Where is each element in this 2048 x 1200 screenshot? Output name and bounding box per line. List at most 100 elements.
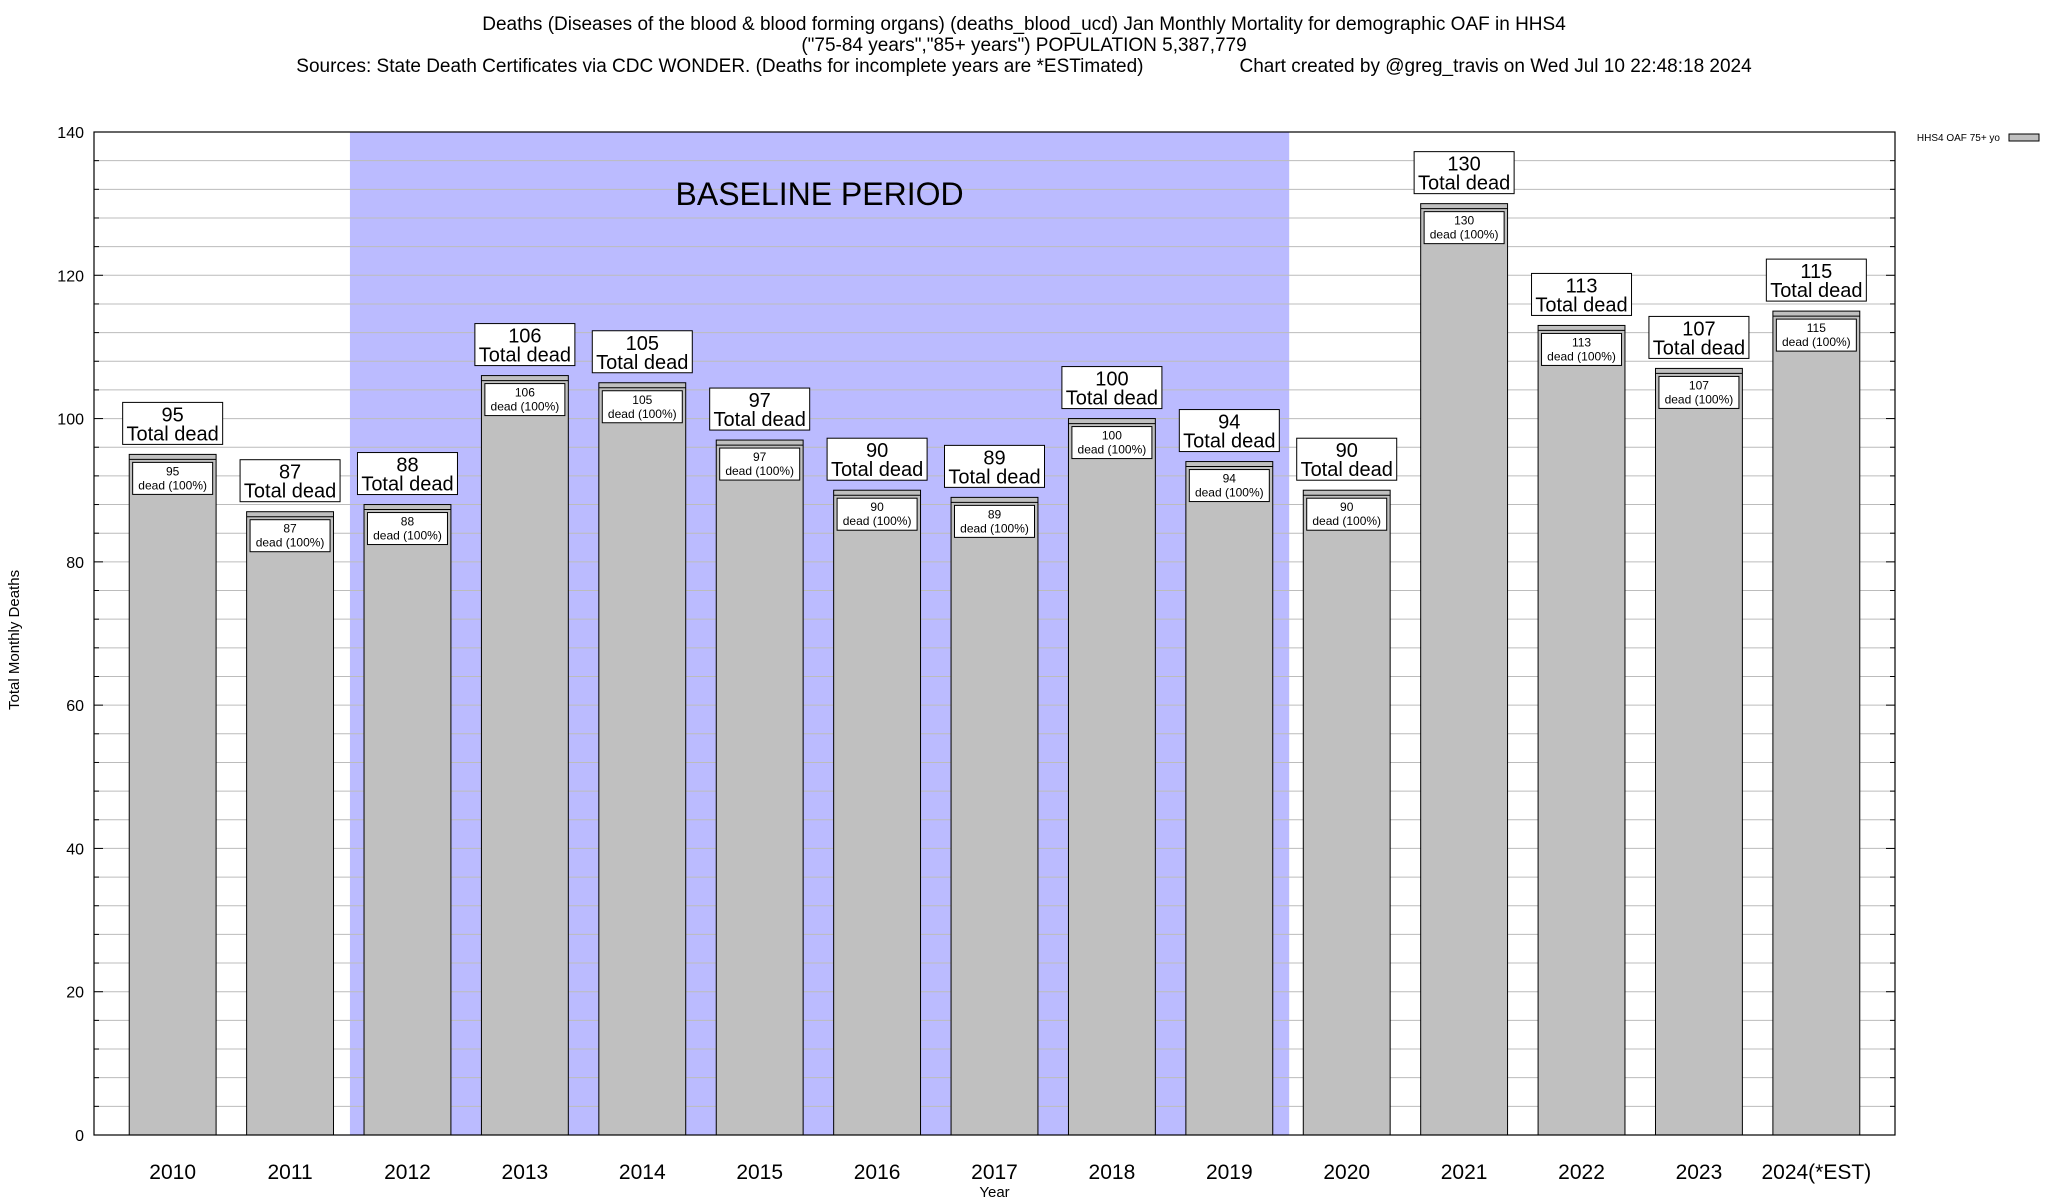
bar-total-value: 100 [1095,369,1128,391]
chart-credit: Chart created by @greg_travis on Wed Jul… [1239,56,1752,77]
bar-inner-pct: dead (100%) [843,514,912,528]
y-tick-label: 0 [75,1128,84,1145]
bar-total-value: 115 [1800,261,1832,283]
bar-total-value: 113 [1566,275,1598,297]
bar-inner-label-box [601,390,683,424]
bar-total-text: Total dead [1066,388,1158,410]
bar-total-value: 94 [1218,412,1240,434]
bar-inner-label-box [1071,426,1153,460]
bar-total-label-box [1765,258,1867,302]
bar-inner-value: 115 [1807,321,1826,335]
axis-layer: 2010 2011 2012 2013 2014 2015 2016 2017 2018 2019… [57,125,1896,1200]
bar [598,382,687,1136]
bar-total-label-box [826,437,928,481]
bar [950,496,1039,1136]
bar [1185,461,1274,1136]
x-tick-label: 2013 [502,1161,549,1184]
bar-total-label-box [1413,151,1515,195]
bar [128,453,217,1136]
bar-total-label-box [239,459,341,503]
bar-total-label-box [1296,437,1398,481]
bar-inner-pct: dead (100%) [1078,443,1147,457]
bar-inner-label-box [1423,211,1505,245]
bar-total-label-box [474,323,576,367]
bar-total-text: Total dead [244,481,336,503]
y-tick-label: 20 [66,985,84,1002]
y-tick-label: 100 [57,412,84,429]
bar-total-value: 106 [508,326,541,348]
x-tick-label: 2017 [971,1161,1018,1184]
bar-inner-value: 90 [1340,500,1354,514]
y-axis-label: Total Monthly Deaths [6,569,23,710]
bar-inner-label-box [719,447,801,481]
bar-total-value: 88 [396,455,418,477]
bar-inner-pct: dead (100%) [1665,392,1734,406]
bar [1772,310,1861,1136]
bar [715,439,804,1136]
bar [246,511,335,1136]
bar-total-text: Total dead [1418,173,1510,195]
bar-inner-label-box [366,512,448,546]
bar-inner-pct: dead (100%) [491,400,560,414]
bar-inner-pct: dead (100%) [1430,228,1499,242]
bar-inner-value: 100 [1102,429,1122,443]
x-tick-label: 2019 [1206,1161,1253,1184]
x-tick-label: 2011 [267,1161,312,1184]
plot-frame [93,131,1896,1136]
bar-inner-pct: dead (100%) [725,464,794,478]
bar-total-label-box [1648,315,1750,359]
bar-total-label-box [591,330,693,374]
y-tick-label: 120 [57,268,84,285]
bar-inner-label-box [1306,497,1388,531]
bar-inner-value: 88 [401,515,415,529]
bar-total-value: 95 [162,404,184,426]
bar-inner-pct: dead (100%) [1782,335,1851,349]
bar-total-value: 97 [749,390,771,412]
bar-inner-pct: dead (100%) [960,521,1029,535]
x-tick-label: 2014 [619,1161,666,1184]
bar-inner-value: 106 [515,386,535,400]
bar [833,489,922,1136]
bar-inner-pct: dead (100%) [373,529,442,543]
bar-total-value: 87 [279,462,301,484]
chart-source-line: Sources: State Death Certificates via CD… [0,56,2048,77]
chart-header: Deaths (Diseases of the blood & blood fo… [0,14,2048,77]
bar-inner-label-box [1541,332,1623,366]
bar-total-label-box [709,387,811,431]
bar-total-text: Total dead [1535,294,1627,316]
bar-inner-pct: dead (100%) [1312,514,1381,528]
chart-sources: Sources: State Death Certificates via CD… [296,56,1144,77]
bar-inner-pct: dead (100%) [1547,349,1616,363]
legend-label: HHS4 OAF 75+ yo [1917,133,2001,144]
bar-inner-value: 95 [166,464,180,478]
bar-total-value: 130 [1447,154,1480,176]
y-tick-label: 40 [66,841,84,858]
x-tick-label: 2023 [1676,1161,1723,1184]
bar-total-text: Total dead [127,423,219,445]
bar-total-value: 90 [866,440,888,462]
bar-total-value: 105 [626,333,659,355]
y-tick-label: 60 [66,698,84,715]
x-tick-label: 2010 [149,1161,196,1184]
bar-inner-value: 105 [632,393,652,407]
bar-inner-label-box [954,504,1035,538]
bar-total-text: Total dead [714,409,806,431]
bar-inner-label-box [1775,318,1857,352]
bar-inner-value: 107 [1689,378,1709,392]
bar-total-text: Total dead [1301,459,1393,481]
bar-total-text: Total dead [596,352,688,374]
bar-total-value: 107 [1682,318,1715,340]
bar-inner-label-box [132,461,214,495]
bar-total-text: Total dead [479,345,571,367]
chart-subtitle: ("75-84 years","85+ years") POPULATION 5… [801,35,1247,56]
y-tick-label: 80 [66,555,84,572]
bar-inner-label-box [1188,469,1270,503]
bar-inner-label-box [484,383,566,417]
bar [1067,418,1156,1136]
bar-inner-label-box [836,497,918,531]
bar-total-text: Total dead [1653,337,1745,359]
bar-total-label-box [1178,409,1280,453]
bar-total-text: Total dead [1770,280,1862,302]
x-tick-label: 2012 [384,1161,431,1184]
